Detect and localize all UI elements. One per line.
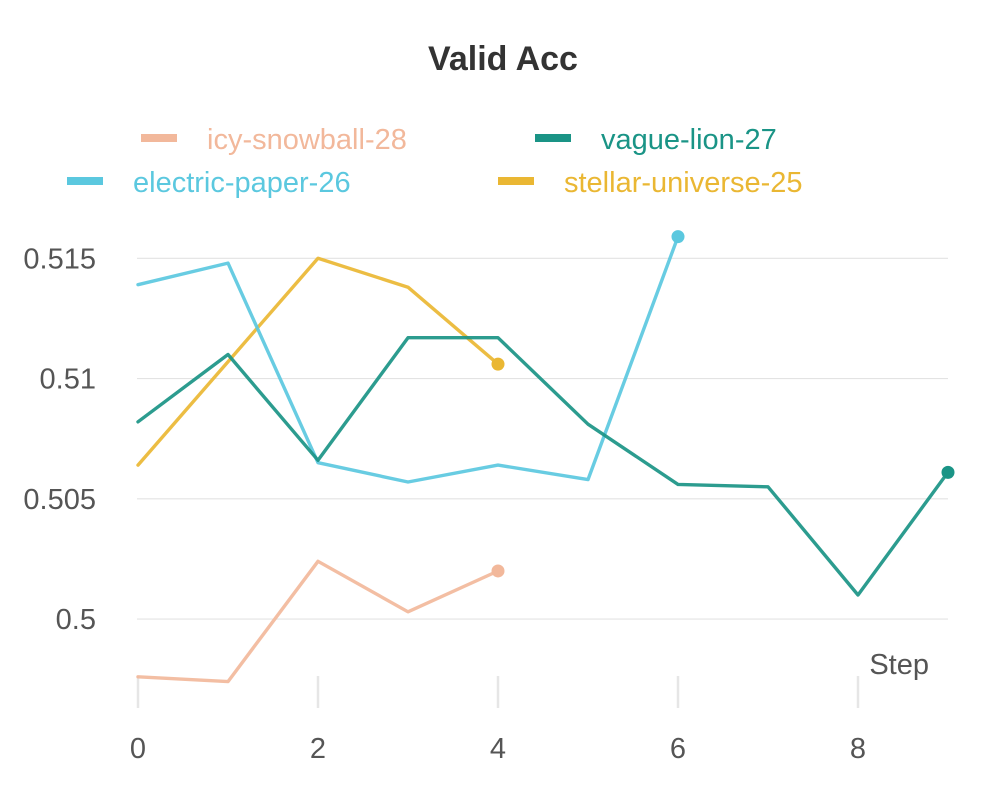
- grid: [137, 257, 948, 620]
- legend-item-vague-lion-27: vague-lion-27: [535, 124, 777, 156]
- series-line-vague-lion-27: [136, 336, 950, 597]
- series-endpoint-stellar-universe-25: [491, 357, 505, 371]
- series-line-electric-paper-26: [136, 234, 680, 484]
- series-endpoint-vague-lion-27: [941, 465, 955, 479]
- x-tick-label: 6: [670, 733, 686, 765]
- series-lines: [136, 230, 955, 684]
- series-endpoint-icy-snowball-28: [491, 564, 505, 578]
- x-tick-label: 2: [310, 733, 326, 765]
- y-tick-label: 0.515: [23, 243, 96, 275]
- legend-label: stellar-universe-25: [564, 167, 803, 199]
- axes: 0.5 0.505 0.51 0.515 0 2 4 6 8: [23, 243, 866, 765]
- legend-label: electric-paper-26: [133, 167, 351, 199]
- legend-item-stellar-universe-25: stellar-universe-25: [498, 167, 803, 199]
- legend-label: icy-snowball-28: [207, 124, 407, 156]
- chart-title: Valid Acc: [428, 40, 578, 78]
- series-line-stellar-universe-25: [136, 256, 500, 467]
- x-tick-label: 4: [490, 733, 506, 765]
- x-axis-label: Step: [869, 649, 929, 681]
- x-tick-label: 8: [850, 733, 866, 765]
- y-tick-label: 0.5: [56, 604, 96, 636]
- y-tick-label: 0.51: [40, 364, 96, 396]
- legend-item-icy-snowball-28: icy-snowball-28: [141, 124, 407, 156]
- legend-item-electric-paper-26: electric-paper-26: [67, 167, 351, 199]
- series-line-icy-snowball-28: [136, 559, 500, 684]
- x-tick-label: 0: [130, 733, 146, 765]
- legend-label: vague-lion-27: [601, 124, 777, 156]
- series-endpoint-electric-paper-26: [671, 230, 685, 244]
- legend: icy-snowball-28 vague-lion-27 electric-pap…: [67, 124, 803, 199]
- y-tick-label: 0.505: [23, 484, 96, 516]
